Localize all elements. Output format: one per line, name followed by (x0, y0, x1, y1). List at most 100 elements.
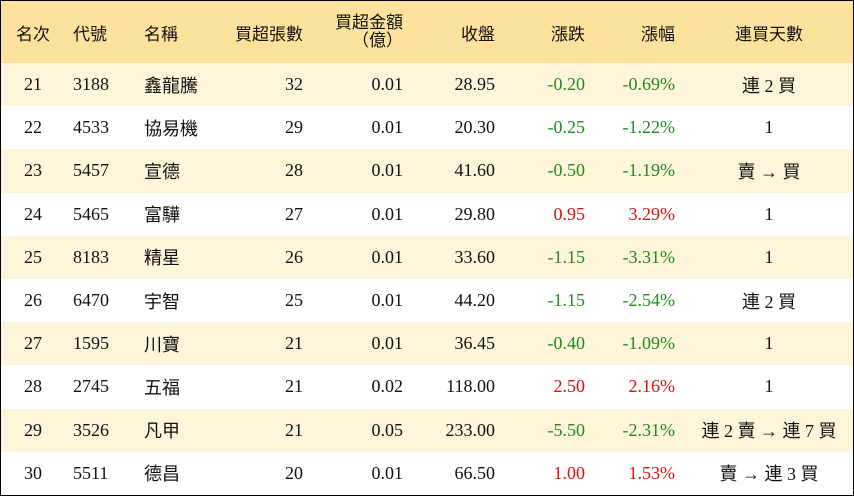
table-cell: 28 (285, 160, 303, 181)
table-cell: 1 (764, 203, 774, 224)
table-cell: 0.01 (371, 160, 404, 181)
table-cell: 27 (285, 203, 303, 224)
table-cell: 連 2 賣 → 連 7 買 (701, 421, 837, 442)
header-cell: 名次 (16, 24, 50, 44)
table-cell: 0.05 (371, 419, 404, 440)
table-cell: 2745 (73, 376, 109, 397)
table-cell: 凡甲 (144, 421, 180, 442)
table-cell: 4533 (73, 117, 109, 138)
table-cell: 20.30 (454, 117, 496, 138)
table-cell: 26 (285, 246, 303, 267)
table-cell: 6470 (73, 290, 109, 311)
table-cell: 233.00 (445, 419, 496, 440)
table-cell: 2.16% (628, 376, 676, 397)
table-cell: 0.02 (371, 376, 404, 397)
header-cell: 買超張數 (235, 24, 303, 44)
table-cell: 30 (24, 462, 42, 483)
table-cell: 29 (285, 117, 303, 138)
table-row: 23 5457 宣德 28 0.01 41.60 -0.50 -1.19% 賣 → 買 (1, 149, 853, 193)
table-cell: 3188 (73, 74, 109, 95)
header-line: 買超金額 (335, 13, 403, 32)
table-row: 26 6470 宇智 25 0.01 44.20 -1.15 -2.54% 連 2 買 (1, 279, 853, 322)
table-cell: 川寶 (144, 334, 180, 355)
table-cell: 24 (24, 203, 42, 224)
header-cell: 名稱 (144, 24, 178, 44)
table-cell: 23 (24, 160, 42, 181)
table-cell: 富驊 (144, 205, 180, 226)
table-cell: 28 (24, 376, 42, 397)
table-cell: 26 (24, 290, 42, 311)
table-cell: 5457 (73, 160, 109, 181)
table-cell: 5511 (73, 462, 109, 483)
table-cell: -1.19% (622, 160, 676, 181)
table-cell: 1595 (73, 333, 109, 354)
table-cell: 22 (24, 117, 42, 138)
table-cell: 協易機 (144, 118, 198, 139)
table-cell: 28.95 (454, 74, 496, 95)
table-cell: 0.01 (371, 290, 404, 311)
table-row: 30 5511 德昌 20 0.01 66.50 1.00 1.53% 賣 → 連 3 買 (1, 452, 853, 495)
header-row: 名次 代號 名稱 買超張數 買超金額 （億） 收盤 漲跌 漲幅 連買天數 (1, 1, 853, 63)
table-cell: -1.15 (547, 246, 586, 267)
table-cell: 0.01 (371, 246, 404, 267)
table-cell: 0.95 (553, 203, 586, 224)
table-cell: 0.01 (371, 333, 404, 354)
table-cell: 精星 (144, 248, 180, 269)
table-cell: -0.50 (547, 160, 586, 181)
table-cell: 1.53% (628, 462, 676, 483)
table-row: 22 4533 協易機 29 0.01 20.30 -0.25 -1.22% 1 (1, 106, 853, 149)
table-cell: 32 (285, 74, 303, 95)
table-cell: 29.80 (454, 203, 496, 224)
table-cell: 0.01 (371, 462, 404, 483)
header-cell: 買超金額 （億） (311, 1, 403, 63)
table-row: 28 2745 五福 21 0.02 118.00 2.50 2.16% 1 (1, 365, 853, 408)
table-cell: 連 2 買 (742, 291, 796, 312)
table-cell: 41.60 (454, 160, 496, 181)
table-cell: 5465 (73, 203, 109, 224)
table-cell: 44.20 (454, 290, 496, 311)
table-cell: -2.54% (622, 290, 676, 311)
table-cell: 66.50 (454, 462, 496, 483)
table-cell: 33.60 (454, 246, 496, 267)
table-cell: 宇智 (144, 291, 180, 312)
header-cell: 漲跌 (551, 24, 585, 44)
table-cell: -5.50 (547, 419, 586, 440)
table-cell: 3.29% (628, 203, 676, 224)
table-cell: 2.50 (553, 376, 586, 397)
table-cell: -2.31% (622, 419, 676, 440)
table-cell: 五福 (144, 377, 180, 398)
table-cell: 1 (764, 117, 774, 138)
header-cell: 連買天數 (735, 24, 803, 44)
table-cell: 21 (285, 419, 303, 440)
table-cell: 21 (24, 74, 42, 95)
table-cell: -0.20 (547, 74, 586, 95)
table-cell: 1.00 (553, 462, 586, 483)
table-cell: 0.01 (371, 74, 404, 95)
table-row: 21 3188 鑫龍騰 32 0.01 28.95 -0.20 -0.69% 連 2 買 (1, 63, 853, 107)
table-cell: 賣 → 連 3 買 (719, 464, 819, 485)
table-cell: 21 (285, 376, 303, 397)
table-cell: -0.40 (547, 333, 586, 354)
table-cell: 25 (24, 246, 42, 267)
table-cell: -3.31% (622, 246, 676, 267)
header-cell: 收盤 (461, 24, 495, 44)
table-cell: 8183 (73, 246, 109, 267)
table-cell: 宣德 (144, 161, 180, 182)
table-cell: 1 (764, 333, 774, 354)
table-cell: 0.01 (371, 203, 404, 224)
table-cell: -1.09% (622, 333, 676, 354)
table-cell: 20 (285, 462, 303, 483)
table-cell: -1.15 (547, 290, 586, 311)
table-cell: 德昌 (144, 464, 180, 485)
header-cell: 漲幅 (641, 24, 675, 44)
table-cell: 0.01 (371, 117, 404, 138)
header-line: （億） (352, 31, 403, 50)
header-cell: 代號 (73, 24, 107, 44)
table-cell: 1 (764, 376, 774, 397)
table-cell: 27 (24, 333, 42, 354)
table-row: 24 5465 富驊 27 0.01 29.80 0.95 3.29% 1 (1, 193, 853, 236)
table-cell: 21 (285, 333, 303, 354)
table-cell: 3526 (73, 419, 109, 440)
table-cell: 29 (24, 419, 42, 440)
